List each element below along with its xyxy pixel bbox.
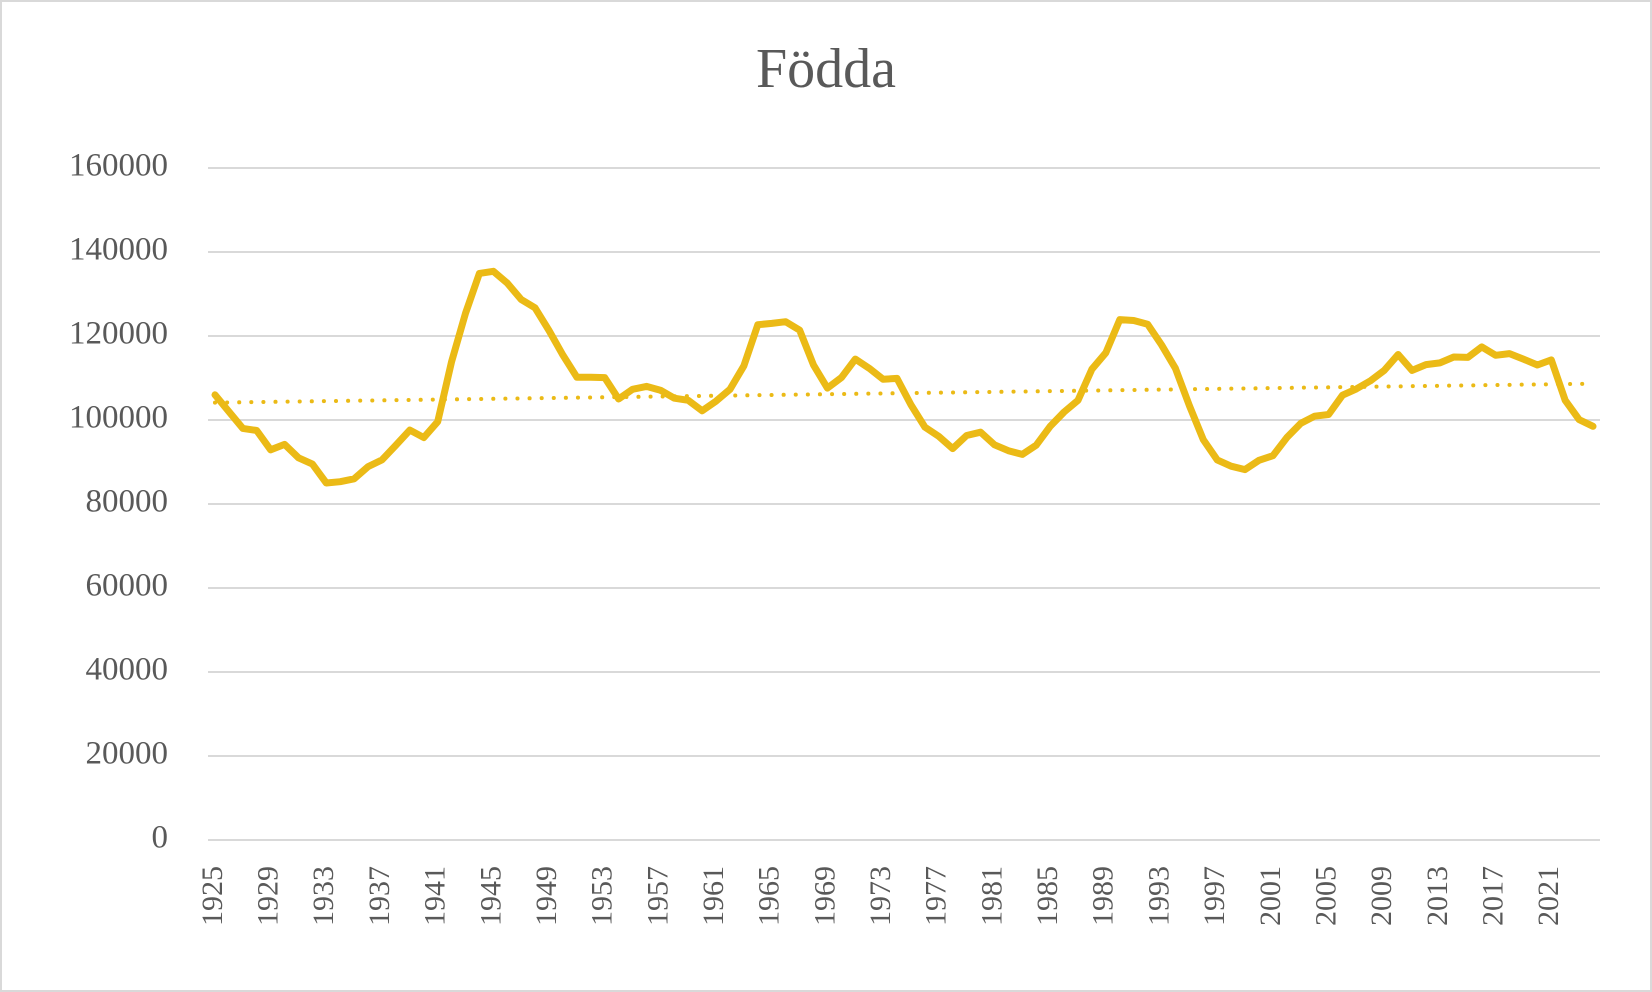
line bbox=[211, 267, 1597, 487]
x-tick-label: 1925 bbox=[196, 866, 229, 926]
y-tick-label: 160000 bbox=[69, 148, 168, 184]
x-tick-label: 1981 bbox=[975, 866, 1008, 926]
y-tick-label: 80000 bbox=[86, 484, 169, 520]
y-tick-label: 140000 bbox=[69, 232, 168, 268]
y-tick-label: 0 bbox=[152, 820, 169, 856]
x-tick-label: 1977 bbox=[920, 866, 953, 926]
x-tick-label: 1973 bbox=[864, 866, 897, 926]
x-tick-label: 2017 bbox=[1476, 866, 1509, 926]
x-tick-label: 1993 bbox=[1142, 866, 1175, 926]
x-tick-label: 1945 bbox=[474, 866, 507, 926]
x-tick-label: 1937 bbox=[363, 866, 396, 926]
chart-title: Födda bbox=[756, 38, 896, 100]
x-tick-label: 1941 bbox=[419, 866, 452, 926]
x-tick-label: 1953 bbox=[586, 866, 619, 926]
x-tick-label: 2005 bbox=[1309, 866, 1342, 926]
x-tick-label: 1969 bbox=[808, 866, 841, 926]
y-tick-label: 20000 bbox=[86, 736, 169, 772]
x-tick-label: 2021 bbox=[1532, 866, 1565, 926]
x-tick-label: 1957 bbox=[641, 866, 674, 926]
y-tick-label: 120000 bbox=[69, 316, 168, 352]
x-tick-label: 1961 bbox=[697, 866, 730, 926]
x-tick-label: 1965 bbox=[753, 866, 786, 926]
x-tick-label: 2013 bbox=[1421, 866, 1454, 926]
x-tick-label: 1989 bbox=[1087, 866, 1120, 926]
x-tick-label: 1997 bbox=[1198, 866, 1231, 926]
x-tick-label: 2001 bbox=[1254, 866, 1287, 926]
y-tick-label: 100000 bbox=[69, 400, 168, 436]
y-tick-label: 60000 bbox=[86, 568, 169, 604]
x-tick-label: 2009 bbox=[1365, 866, 1398, 926]
x-tick-label: 1933 bbox=[307, 866, 340, 926]
x-tick-label: 1929 bbox=[252, 866, 285, 926]
x-tick-label: 1949 bbox=[530, 866, 563, 926]
y-tick-label: 40000 bbox=[86, 652, 169, 688]
x-tick-label: 1985 bbox=[1031, 866, 1064, 926]
